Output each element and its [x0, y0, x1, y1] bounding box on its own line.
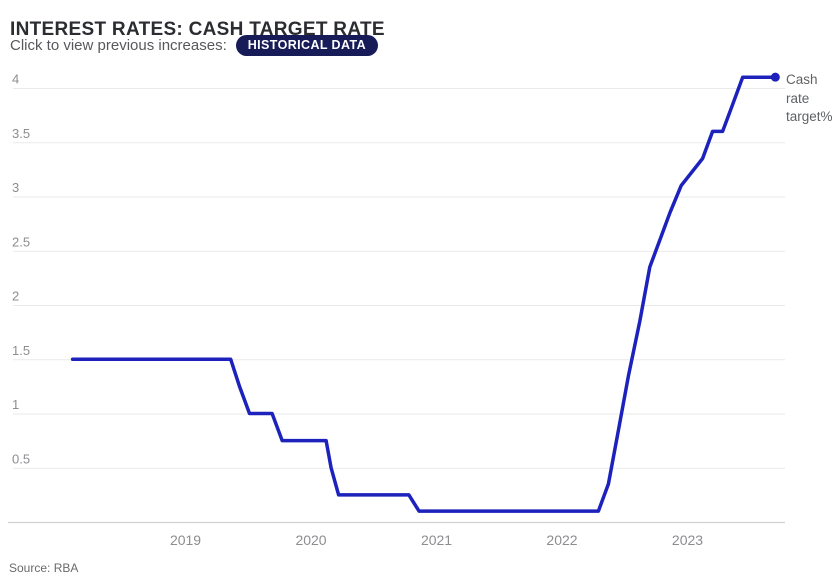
- subtitle-text: Click to view previous increases:: [10, 36, 227, 54]
- cash-rate-line: [70, 75, 778, 513]
- x-tick-label: 2023: [672, 532, 703, 548]
- y-tick-label: 2: [12, 289, 19, 304]
- y-tick-label: 4: [12, 72, 19, 87]
- y-tick-label: 3: [12, 180, 19, 195]
- x-tick-label: 2019: [170, 532, 201, 548]
- y-tick-label: 1: [12, 397, 19, 412]
- subtitle-row: Click to view previous increases: HISTOR…: [10, 35, 379, 56]
- y-tick-label: 1.5: [12, 343, 30, 358]
- endpoint-dot: [770, 72, 780, 82]
- y-tick-label: 0.5: [12, 451, 30, 466]
- y-tick-label: 3.5: [12, 126, 30, 141]
- x-tick-label: 2022: [546, 532, 577, 548]
- x-tick-label: 2020: [295, 532, 326, 548]
- historical-data-button[interactable]: HISTORICAL DATA: [235, 35, 379, 56]
- series-label: Cash rate target%: [786, 72, 833, 125]
- page-title: INTEREST RATES: CASH TARGET RATE: [10, 18, 385, 40]
- source-note: Source: RBA: [9, 561, 79, 575]
- y-tick-label: 2.5: [12, 234, 30, 249]
- x-tick-label: 2021: [421, 532, 452, 548]
